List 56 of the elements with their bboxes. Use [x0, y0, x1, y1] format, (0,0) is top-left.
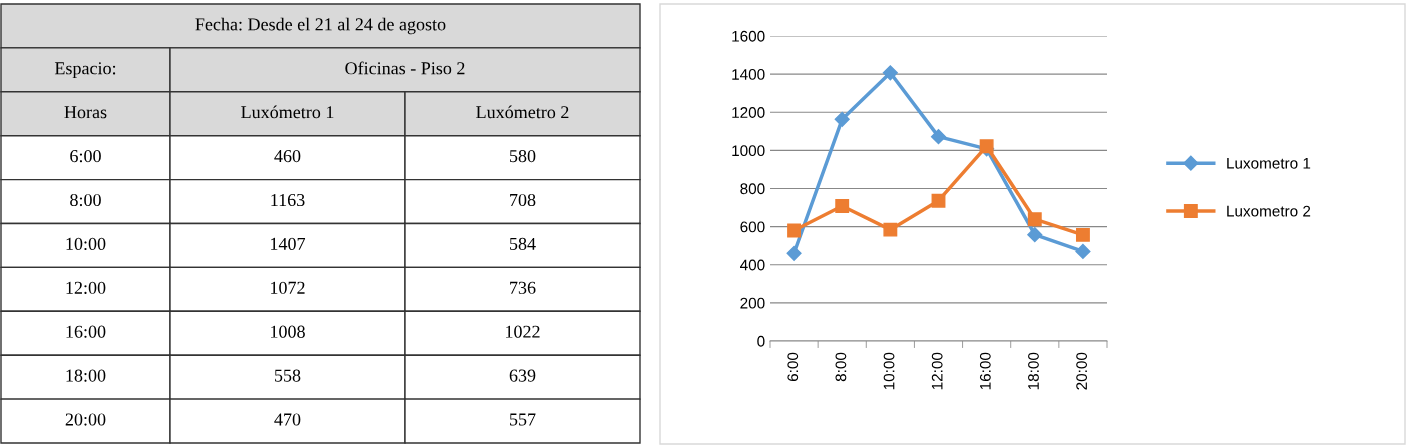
x-tick-label: 8:00	[835, 352, 847, 382]
point	[930, 129, 947, 145]
data-label: 1407	[271, 237, 306, 250]
category-label: 16:00	[66, 325, 106, 338]
point	[1075, 243, 1091, 259]
text: Fecha: Desde el 21 al 24 de agosto	[195, 17, 446, 35]
point	[931, 193, 946, 208]
data-label: 1022	[506, 325, 540, 338]
y-tick-label: 400	[740, 259, 765, 271]
legend-label: Luxometro 1	[1227, 158, 1311, 169]
y-tick-label: 0	[757, 335, 765, 347]
data-label: 708	[510, 193, 536, 207]
series-label: Luxómetro 2	[476, 105, 569, 119]
text: Oficinas - Piso 2	[345, 61, 465, 75]
point	[1027, 227, 1043, 243]
data-label: 1072	[271, 281, 305, 294]
data-label: 1163	[271, 193, 305, 207]
data-label: 557	[510, 413, 536, 426]
point	[1075, 227, 1090, 242]
x-tick-label: 10:00	[883, 352, 895, 390]
data-label: 460	[274, 149, 301, 163]
data-label: 580	[510, 149, 536, 163]
point	[882, 65, 898, 81]
category-label: 20:00	[65, 413, 106, 426]
text: Horas	[64, 106, 107, 119]
x-tick-label: 20:00	[1076, 352, 1088, 390]
y-tick-label: 800	[740, 183, 765, 195]
y-tick-label: 200	[740, 297, 765, 309]
point	[834, 111, 850, 127]
data-label: 558	[275, 369, 301, 382]
category-label: 6:00	[70, 149, 101, 163]
x-tick-label: 18:00	[1028, 352, 1039, 390]
point	[786, 245, 802, 261]
x-tick-label: 12:00	[931, 352, 943, 390]
category-label: 12:00	[66, 281, 106, 294]
y-tick-label: 600	[740, 221, 765, 233]
data-label: 639	[509, 369, 536, 382]
data-label: 736	[510, 281, 536, 294]
data-label: 1008	[271, 325, 305, 338]
point	[883, 222, 898, 237]
point	[835, 199, 850, 213]
y-tick-label: 1600	[732, 30, 765, 42]
data-label: 584	[510, 237, 536, 250]
data-label: 470	[274, 413, 301, 426]
x-tick-label: 16:00	[979, 352, 991, 390]
legend-label: Luxometro 2	[1227, 205, 1311, 217]
series-label: Luxómetro 1	[241, 105, 334, 119]
x-tick-label: 6:00	[787, 352, 799, 382]
category-label: 8:00	[70, 193, 101, 207]
point	[1027, 212, 1042, 227]
y-tick-label: 1200	[732, 107, 765, 118]
point	[787, 223, 802, 238]
y-tick-label: 1400	[732, 68, 765, 80]
text: Espacio:	[54, 62, 116, 79]
category-label: 10:00	[66, 237, 106, 251]
y-tick-label: 1000	[732, 145, 765, 157]
